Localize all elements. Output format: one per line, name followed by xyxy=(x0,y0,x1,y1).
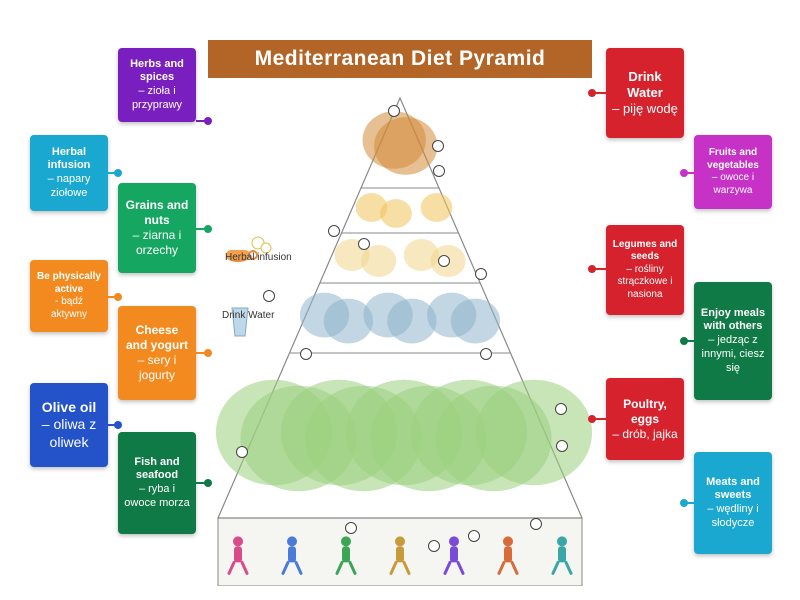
connector xyxy=(108,424,118,426)
hotspot[interactable] xyxy=(555,403,567,415)
hotspot[interactable] xyxy=(300,348,312,360)
connector xyxy=(684,340,694,342)
connector xyxy=(684,502,694,504)
label-meats: Meats and sweets – wędliny i słodycze xyxy=(694,452,772,554)
hotspot[interactable] xyxy=(475,268,487,280)
label-enjoy: Enjoy meals with others – jedząc z innym… xyxy=(694,282,772,400)
hotspot[interactable] xyxy=(530,518,542,530)
connector xyxy=(684,172,694,174)
side-caption: Herbal infusion xyxy=(225,252,292,263)
label-herbal: Herbal infusion – napary ziołowe xyxy=(30,135,108,211)
hotspot[interactable] xyxy=(263,290,275,302)
label-poultry: Poultry, eggs – drób, jajka xyxy=(606,378,684,460)
label-fruits: Fruits and vegetables – owoce i warzywa xyxy=(694,135,772,209)
connector xyxy=(592,268,606,270)
hotspot[interactable] xyxy=(438,255,450,267)
label-cheese: Cheese and yogurt – sery i jogurty xyxy=(118,306,196,400)
pyramid-area xyxy=(208,78,592,586)
hotspot[interactable] xyxy=(345,522,357,534)
hotspot[interactable] xyxy=(480,348,492,360)
connector xyxy=(592,418,606,420)
label-water: Drink Water – piję wodę xyxy=(606,48,684,138)
label-active: Be physically active - bądź aktywny xyxy=(30,260,108,332)
hotspot[interactable] xyxy=(433,165,445,177)
hotspot[interactable] xyxy=(388,105,400,117)
pyramid-svg xyxy=(208,78,592,586)
label-fish: Fish and seafood – ryba i owoce morza xyxy=(118,432,196,534)
side-caption: Drink Water xyxy=(222,310,274,321)
hotspot[interactable] xyxy=(432,140,444,152)
diagram-title: Mediterranean Diet Pyramid xyxy=(208,40,592,78)
label-grains: Grains and nuts – ziarna i orzechy xyxy=(118,183,196,273)
hotspot[interactable] xyxy=(328,225,340,237)
connector xyxy=(196,352,208,354)
hotspot[interactable] xyxy=(236,446,248,458)
hotspot[interactable] xyxy=(358,238,370,250)
connector xyxy=(196,228,208,230)
label-herbs: Herbs and spices – zioła i przyprawy xyxy=(118,48,196,122)
connector xyxy=(108,296,118,298)
label-legumes: Legumes and seeds – rośliny strączkowe i… xyxy=(606,225,684,315)
connector xyxy=(196,120,208,122)
hotspot[interactable] xyxy=(428,540,440,552)
hotspot[interactable] xyxy=(468,530,480,542)
label-olive: Olive oil – oliwa z oliwek xyxy=(30,383,108,467)
hotspot[interactable] xyxy=(556,440,568,452)
connector xyxy=(196,482,208,484)
connector xyxy=(108,172,118,174)
connector xyxy=(592,92,606,94)
